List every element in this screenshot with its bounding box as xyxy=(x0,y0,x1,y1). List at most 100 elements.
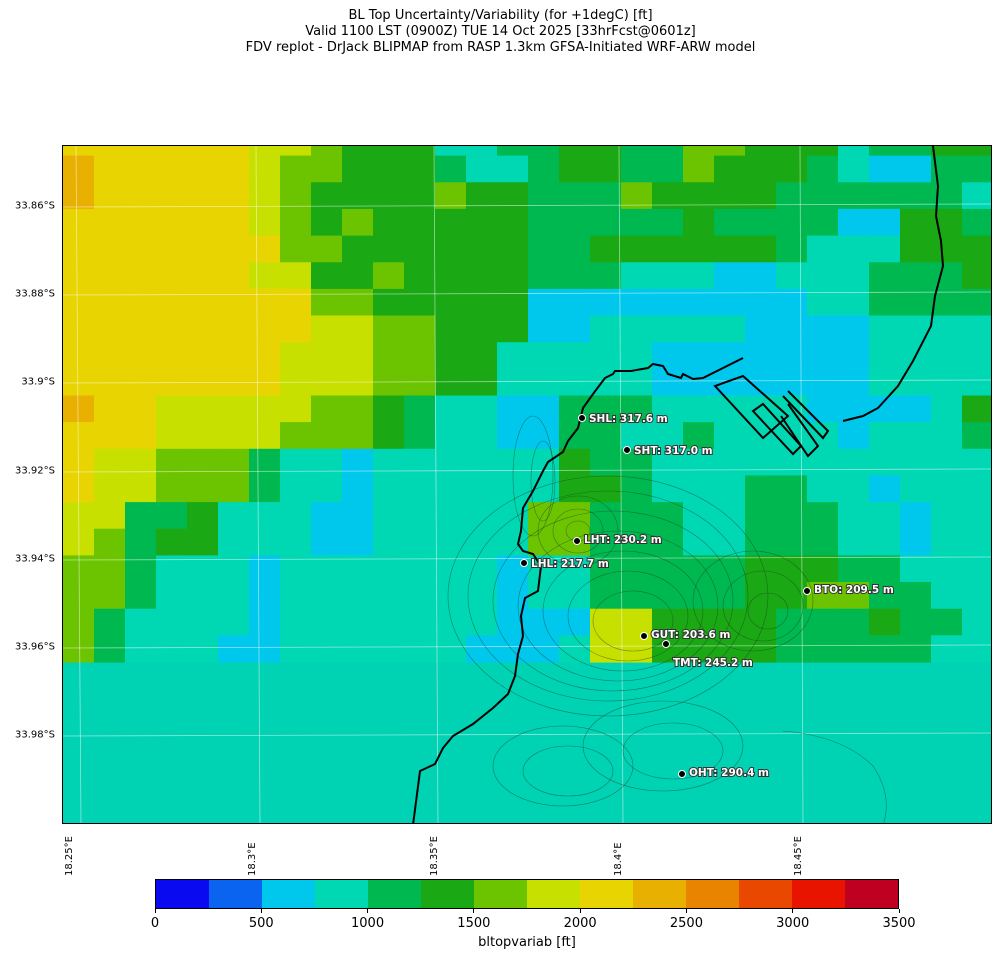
grid-cell xyxy=(94,608,126,636)
site-marker-lhl[interactable] xyxy=(520,559,528,567)
grid-cell xyxy=(63,262,95,290)
contour-line xyxy=(542,550,704,672)
grid-cell xyxy=(621,555,653,583)
grid-cell xyxy=(218,235,250,263)
grid-cell xyxy=(621,235,653,263)
grid-cell xyxy=(311,582,343,610)
grid-cell xyxy=(435,635,467,663)
grid-cell xyxy=(900,288,932,317)
grid-cell xyxy=(714,422,746,450)
grid-cell xyxy=(249,235,281,263)
grid-cell xyxy=(187,582,219,610)
grid-cell xyxy=(652,502,684,530)
grid-cell xyxy=(652,182,684,210)
grid-cell xyxy=(528,422,560,450)
grid-cell xyxy=(249,182,281,210)
map-canvas[interactable]: SHL: 317.6 m SHT: 317.0 m LHT: 230.2 m LHL:… xyxy=(63,146,992,824)
grid-cell xyxy=(466,555,498,583)
grid-cell xyxy=(466,608,498,636)
grid-cell xyxy=(807,342,839,370)
grid-cell xyxy=(900,448,932,477)
grid-cell xyxy=(125,608,157,636)
grid-cell xyxy=(838,155,870,183)
grid-cell xyxy=(404,235,436,263)
grid-cell xyxy=(621,208,653,237)
grid-cell xyxy=(249,342,281,370)
site-marker-shl[interactable] xyxy=(578,414,586,422)
grid-cell xyxy=(714,262,746,290)
grid-cell xyxy=(776,182,808,210)
grid-cell xyxy=(156,208,188,237)
grid-cell xyxy=(869,315,901,343)
contour-line xyxy=(552,508,604,554)
grid-cell xyxy=(187,315,219,343)
grid-cell xyxy=(900,422,932,450)
grid-cell xyxy=(559,608,591,636)
grid-cell xyxy=(373,315,405,343)
map-panel[interactable]: SHL: 317.6 m SHT: 317.0 m LHT: 230.2 m LHL:… xyxy=(62,145,992,824)
grid-cell xyxy=(869,182,901,210)
contour-line xyxy=(592,590,674,652)
grid-cell xyxy=(218,608,250,636)
grid-cell xyxy=(311,475,343,503)
grid-cell xyxy=(869,155,901,183)
grid-cell xyxy=(497,155,529,183)
grid-cell xyxy=(621,395,653,423)
grid-cell xyxy=(931,528,963,556)
grid-cell xyxy=(683,208,715,237)
grid-cell xyxy=(342,146,374,157)
grid-cell xyxy=(280,182,312,210)
grid-cell xyxy=(187,502,219,530)
grid-cell xyxy=(652,635,684,663)
grid-cell xyxy=(156,475,188,503)
site-marker-gut[interactable] xyxy=(640,632,648,640)
grid-cell xyxy=(218,288,250,317)
grid-cell xyxy=(962,342,991,370)
grid-cell xyxy=(900,635,932,663)
grid-cell xyxy=(590,395,622,423)
grid-cell xyxy=(404,635,436,663)
grid-cell xyxy=(280,342,312,370)
grid-cell xyxy=(962,475,991,503)
lat-label: 33.98°S xyxy=(15,729,55,741)
grid-cell xyxy=(94,315,126,343)
grid-cell xyxy=(466,182,498,210)
grid-cell xyxy=(683,448,715,477)
grid-cell xyxy=(838,146,870,157)
coastline-path xyxy=(412,357,744,823)
grid-cell xyxy=(745,475,777,503)
grid-cell xyxy=(373,182,405,210)
site-marker-sht[interactable] xyxy=(623,446,631,454)
site-marker-lht[interactable] xyxy=(573,537,581,545)
grid-cell xyxy=(311,208,343,237)
grid-cell xyxy=(63,235,95,263)
site-marker-oht[interactable] xyxy=(678,770,686,778)
grid-cell xyxy=(280,475,312,503)
colorbar-label: bltopvariab [ft] xyxy=(478,935,576,950)
site-marker-bto[interactable] xyxy=(803,587,811,595)
grid-cell xyxy=(342,422,374,450)
grid-cell xyxy=(218,146,250,157)
site-marker-tmt[interactable] xyxy=(662,640,670,648)
grid-cell xyxy=(652,315,684,343)
grid-cell xyxy=(435,395,467,423)
grid-cell xyxy=(962,182,991,210)
colorbar-tick xyxy=(685,909,687,913)
grid-cell xyxy=(962,146,991,157)
colorbar-tick-label: 500 xyxy=(248,916,274,931)
grid-cell xyxy=(931,342,963,370)
grid-cell xyxy=(652,475,684,503)
grid-cell xyxy=(280,235,312,263)
grid-cell xyxy=(869,555,901,583)
grid-cell xyxy=(218,528,250,556)
grid-cell xyxy=(497,368,529,397)
grid-cell xyxy=(156,288,188,317)
grid-cell xyxy=(94,288,126,317)
grid-cell xyxy=(373,475,405,503)
site-markers: SHL: 317.6 m SHT: 317.0 m LHT: 230.2 m LHL:… xyxy=(520,412,895,780)
grid-cell xyxy=(683,395,715,423)
grid-cell xyxy=(94,528,126,556)
grid-cell xyxy=(187,475,219,503)
grid-cell xyxy=(528,235,560,263)
grid-cell xyxy=(776,288,808,317)
